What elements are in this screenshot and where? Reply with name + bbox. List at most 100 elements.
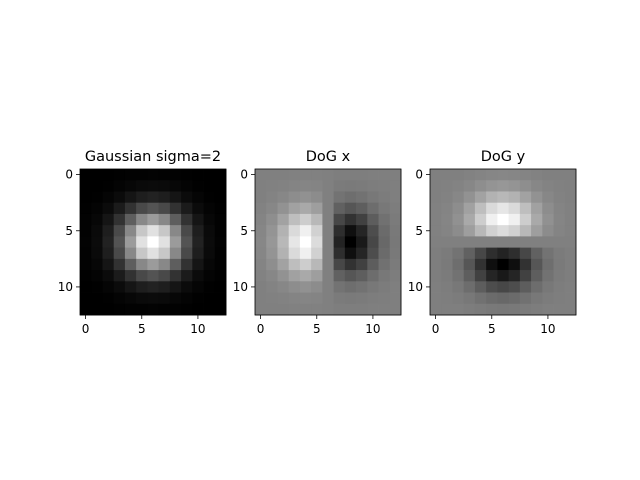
heatmap-cells: [430, 169, 577, 316]
heatmap-cell: [214, 225, 227, 237]
heatmap-cell: [508, 169, 521, 181]
heatmap-cell: [389, 213, 402, 226]
heatmap-cell: [519, 202, 532, 215]
heatmap-cell: [531, 169, 543, 181]
heatmap-cell: [266, 292, 278, 305]
heatmap-cell: [169, 292, 182, 305]
heatmap-cell: [531, 247, 543, 260]
heatmap-cell: [158, 292, 171, 305]
heatmap-cell: [169, 180, 182, 192]
heatmap-cell: [564, 191, 577, 204]
heatmap-cell: [214, 258, 227, 271]
heatmap-cell: [378, 202, 391, 215]
heatmap-cell: [255, 281, 267, 293]
heatmap-cell: [452, 236, 465, 249]
heatmap-cell: [553, 270, 566, 282]
heatmap-cell: [80, 247, 92, 260]
heatmap-cell: [181, 236, 193, 249]
heatmap-cell: [311, 292, 323, 305]
heatmap-cell: [299, 236, 312, 249]
heatmap-cell: [367, 303, 379, 316]
heatmap-cell: [356, 225, 368, 237]
x-tick-label: 0: [432, 322, 440, 336]
heatmap-cell: [102, 169, 115, 181]
heatmap-cell: [255, 202, 267, 215]
heatmap-cell: [288, 270, 301, 282]
heatmap-cell: [531, 236, 543, 249]
heatmap-cell: [378, 191, 391, 204]
heatmap-cell: [474, 169, 487, 181]
heatmap-cell: [542, 258, 554, 271]
heatmap-cell: [255, 225, 267, 237]
heatmap-cell: [203, 270, 216, 282]
heatmap-cell: [497, 258, 510, 271]
heatmap-cell: [124, 281, 137, 293]
heatmap-cell: [344, 303, 357, 316]
heatmap-cell: [508, 258, 521, 271]
heatmap-cell: [344, 292, 357, 305]
heatmap-cell: [311, 169, 323, 181]
heatmap-cell: [113, 169, 126, 181]
heatmap-cell: [266, 258, 278, 271]
heatmap-cell: [136, 303, 148, 316]
heatmap-cell: [486, 281, 498, 293]
heatmap-cell: [497, 303, 510, 316]
heatmap-cell: [452, 258, 465, 271]
heatmap-cell: [463, 213, 476, 226]
heatmap-cell: [288, 169, 301, 181]
heatmap-cell: [102, 213, 115, 226]
heatmap-cell: [91, 225, 103, 237]
heatmap-cell: [553, 202, 566, 215]
axes-frame: [254, 168, 402, 316]
heatmap-cell: [356, 202, 368, 215]
heatmap-cell: [519, 236, 532, 249]
heatmap-cell: [147, 247, 160, 260]
heatmap-cell: [497, 225, 510, 237]
heatmap-cell: [266, 213, 278, 226]
heatmap-cell: [486, 225, 498, 237]
heatmap-cell: [333, 202, 346, 215]
heatmap-cell: [214, 270, 227, 282]
heatmap-cell: [136, 202, 148, 215]
heatmap-cell: [356, 258, 368, 271]
heatmap-cell: [430, 292, 442, 305]
heatmap-cell: [255, 292, 267, 305]
heatmap-cell: [553, 292, 566, 305]
heatmap-cell: [441, 225, 453, 237]
heatmap-cell: [564, 180, 577, 192]
heatmap-cell: [288, 225, 301, 237]
panel-title: DoG y: [481, 149, 526, 165]
heatmap-cell: [497, 169, 510, 181]
heatmap-cell: [147, 191, 160, 204]
heatmap-cell: [564, 281, 577, 293]
heatmap-cell: [531, 180, 543, 192]
y-ticks: 0 5 10: [408, 168, 430, 294]
heatmap-cell: [430, 303, 442, 316]
heatmap-cell: [344, 180, 357, 192]
heatmap-cell: [452, 202, 465, 215]
heatmap-cell: [181, 247, 193, 260]
heatmap-cell: [80, 258, 92, 271]
heatmap-cell: [147, 303, 160, 316]
heatmap-cell: [181, 213, 193, 226]
heatmap-cell: [277, 236, 290, 249]
heatmap-cell: [519, 247, 532, 260]
heatmap-cell: [519, 180, 532, 192]
heatmap-cell: [508, 213, 521, 226]
heatmap-cell: [266, 202, 278, 215]
heatmap-cell: [311, 281, 323, 293]
heatmap-cell: [564, 292, 577, 305]
heatmap-cell: [333, 270, 346, 282]
heatmap-cell: [452, 180, 465, 192]
heatmap-cell: [113, 281, 126, 293]
heatmap-cell: [441, 270, 453, 282]
heatmap-cell: [91, 303, 103, 316]
heatmap-cell: [169, 258, 182, 271]
heatmap-cell: [102, 247, 115, 260]
heatmap-cell: [531, 191, 543, 204]
heatmap-cell: [322, 213, 335, 226]
heatmap-cell: [288, 247, 301, 260]
y-tick-label: 10: [233, 280, 248, 294]
heatmap-cell: [203, 213, 216, 226]
